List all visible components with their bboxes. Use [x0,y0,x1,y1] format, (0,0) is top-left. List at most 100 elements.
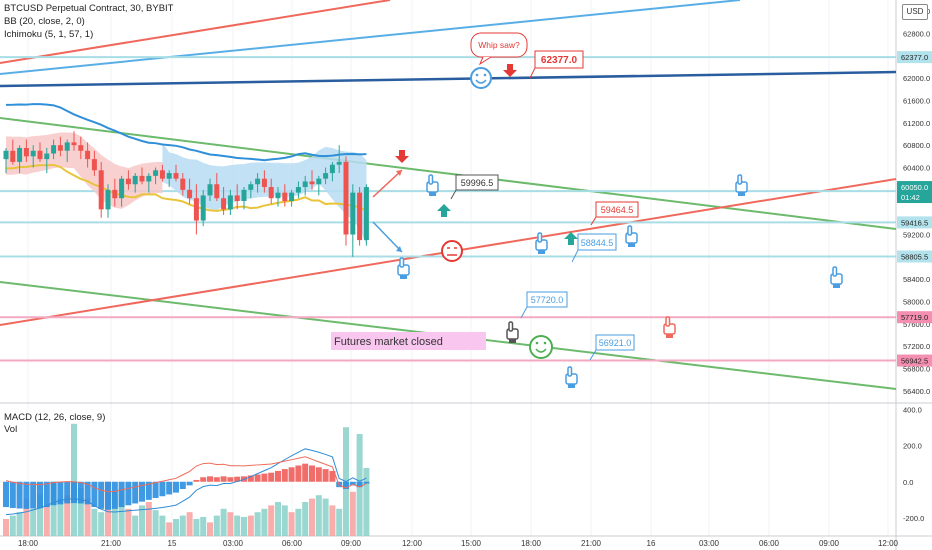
candles [3,131,369,257]
candle-body [3,150,9,160]
candle-body [357,192,363,241]
macd-tick-label: -200.0 [903,514,924,523]
candle-body [248,184,254,190]
volume-bar [329,505,336,536]
candle-body [234,195,240,201]
candle-body [221,198,227,210]
bar-countdown: 01:42 [901,193,920,202]
hand-cuff [738,192,745,196]
volume-bar [125,508,132,536]
horizontal-levels [0,56,896,362]
candle-body [44,153,50,160]
macd-hist-bar [349,481,356,486]
price-tick-label: 57600.0 [903,320,930,329]
vol-indicator-label[interactable]: Vol [4,424,18,435]
level-price-tag [897,354,932,367]
time-tick-label: 12:00 [878,539,899,548]
macd-hist-bar [193,479,200,482]
time-tick-label: 21:00 [581,539,602,548]
label-58844-box [577,233,617,251]
macd-hist-bar [159,481,166,497]
level-price-tag-text: 58805.5 [901,253,928,262]
projection-arrow-up [372,169,403,198]
volume-bar [9,515,16,536]
label-57720-text: 57720.0 [531,295,564,305]
candle-body [268,187,274,199]
volume-bar [84,498,91,536]
up-arrow-icon [437,204,451,217]
candle-body [316,178,322,185]
macd-hist-bar [57,481,64,505]
price-tick-label: 60800.0 [903,141,930,150]
candle-body [37,150,43,160]
hand-cuff [538,250,545,254]
trend-line-navy [0,70,897,88]
level-price-tag-text: 59416.5 [901,218,928,227]
macd-hist-bar [302,463,309,482]
price-tick-label: 62000.0 [903,74,930,83]
candle-body [139,175,145,182]
smiley-eye [475,73,479,77]
candle-body [17,147,23,162]
volume-bar [91,508,98,536]
macd-hist-bar [84,481,91,505]
price-tick-label: 58000.0 [903,298,930,307]
candle-body [187,189,193,199]
bb-indicator-label[interactable]: BB (20, close, 2, 0) [4,16,85,27]
pointing-hand-icon [506,321,519,343]
volume-bar [268,505,275,536]
price-tick-label: 60400.0 [903,164,930,173]
label-62377-box [534,50,584,69]
volume-bar [227,512,234,536]
currency-badge[interactable]: USD [902,4,928,20]
time-tick-label: 15:00 [461,539,482,548]
volume-bar [207,522,213,536]
time-tick-label: 06:00 [759,539,780,548]
candle-body [350,192,356,235]
candle-body [241,189,247,201]
volume-bar [139,505,145,536]
ichimoku-indicator-label[interactable]: Ichimoku (5, 1, 57, 1) [4,29,94,40]
macd-hist-bar [309,465,315,482]
signal-line [5,456,367,493]
macd-indicator-label[interactable]: MACD (12, 26, close, 9) [4,412,106,423]
macd-hist-bar [91,481,98,508]
hand-cuff [509,339,516,343]
candle-body [166,173,172,179]
volume-bar [186,512,193,536]
macd-hist-bar [247,475,254,482]
macd-hist-bar [356,481,363,488]
macd-hist-bar [166,481,173,495]
volume-bar [64,495,71,536]
smiley-face-icon [470,67,492,89]
time-tick-label: 09:00 [819,539,840,548]
pointing-hand-icon [625,225,638,247]
hand-finger [665,316,671,327]
symbol-title: BTCUSD Perpetual Contract, 30, BYBIT [4,3,174,14]
hand-finger [567,366,573,377]
macd-hist-bar [173,481,179,493]
candle-body [23,147,29,157]
macd-hist-bar [64,481,71,504]
candle-body [336,161,342,165]
whip-saw-bubble-tail [478,56,492,66]
volume-bar [98,512,105,536]
macd-hist-bar [207,476,213,482]
candle-body [289,192,295,201]
level-price-tag [897,311,932,324]
volume-bar [363,468,370,536]
label-59996-text: 59996.5 [461,178,494,188]
label-59464-box [595,201,639,218]
time-tick-label: 18:00 [18,539,39,548]
last-price-tag [897,181,932,204]
label-58844-text: 58844.5 [581,238,614,248]
volume-bar [71,423,77,536]
macd-hist-bar [37,481,43,509]
projection-arrow-up-head [396,170,402,176]
volume-bar [159,515,166,536]
volume-bar [166,522,173,536]
smiley-mouth [475,79,487,84]
candle-body [125,178,131,185]
futures-closed-highlight [331,332,486,350]
candle-body [173,173,179,179]
